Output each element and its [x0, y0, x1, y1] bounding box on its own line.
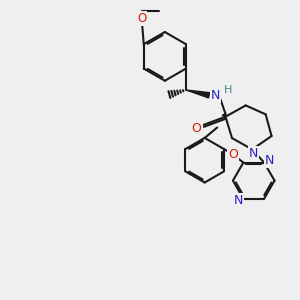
Text: N: N	[233, 194, 243, 207]
Text: O: O	[192, 122, 202, 134]
Text: O: O	[137, 12, 146, 25]
Text: N: N	[265, 154, 274, 167]
Text: N: N	[211, 89, 220, 102]
Text: N: N	[249, 147, 258, 161]
Text: O: O	[228, 148, 238, 161]
Polygon shape	[186, 90, 210, 98]
Polygon shape	[222, 113, 226, 117]
Text: H: H	[224, 85, 232, 95]
